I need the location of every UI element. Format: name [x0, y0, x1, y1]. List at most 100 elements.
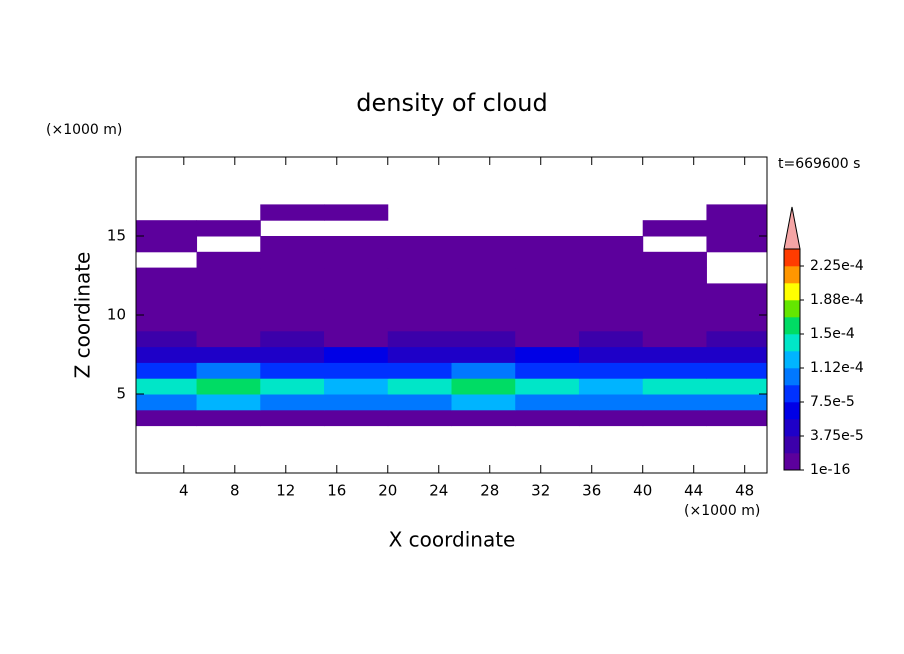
colorbar-tick-label: 1e-16	[810, 462, 850, 478]
contour-cell	[387, 251, 452, 269]
contour-cell	[324, 299, 389, 316]
contour-cell	[578, 283, 644, 300]
contour-cell	[260, 267, 325, 284]
contour-cell	[515, 236, 580, 253]
contour-cell	[642, 315, 707, 332]
contour-cell	[706, 394, 767, 411]
contour-cell	[260, 330, 325, 348]
contour-cell	[451, 236, 516, 253]
colorbar-tick-label: 3.75e-5	[810, 428, 864, 444]
contour-cell	[136, 299, 198, 316]
y-tick-label: 10	[107, 306, 126, 324]
x-tick-label: 16	[327, 482, 346, 500]
y-axis-title: Z coordinate	[71, 252, 95, 379]
colorbar-band	[784, 436, 800, 454]
contour-cell	[451, 330, 516, 348]
contour-cell	[451, 267, 516, 284]
contour-cell	[260, 394, 325, 411]
x-tick-label: 48	[735, 482, 754, 500]
contour-cell	[515, 299, 580, 316]
contour-cell	[324, 330, 389, 348]
contour-cell	[260, 362, 325, 379]
contour-cell	[387, 394, 452, 411]
x-tick-label: 36	[582, 482, 601, 500]
contour-cell	[260, 299, 325, 316]
contour-cell	[451, 299, 516, 316]
contour-cell	[642, 409, 707, 427]
contour-cell	[136, 330, 198, 348]
contour-cell	[196, 283, 261, 300]
contour-cell	[324, 346, 389, 363]
contour-cell	[260, 283, 325, 300]
contour-cell	[515, 378, 580, 395]
x-tick-label: 20	[378, 482, 397, 500]
colorbar-tick-label: 1.5e-4	[810, 326, 855, 342]
contour-cell	[196, 330, 261, 348]
colorbar-band	[784, 317, 800, 335]
contour-cell	[706, 409, 767, 427]
contour-cell	[136, 267, 198, 284]
contour-cell	[324, 236, 389, 253]
contour-cell	[578, 251, 644, 269]
contour-cell	[515, 315, 580, 332]
contour-cell	[642, 346, 707, 363]
contour-cell	[642, 299, 707, 316]
contour-cell	[642, 378, 707, 395]
contour-cell	[451, 315, 516, 332]
contour-cell	[515, 267, 580, 284]
contour-cell	[136, 236, 198, 253]
contour-cell	[324, 394, 389, 411]
contour-cell	[387, 299, 452, 316]
contour-cell	[706, 362, 767, 379]
contour-cell	[324, 362, 389, 379]
chart-title: density of cloud	[356, 89, 547, 117]
colorbar-band	[784, 368, 800, 386]
contour-cell	[451, 346, 516, 363]
colorbar-band	[784, 300, 800, 318]
contour-cell	[642, 394, 707, 411]
colorbar-band	[784, 419, 800, 437]
contour-cell	[451, 378, 516, 395]
contour-cell	[515, 409, 580, 427]
x-tick-label: 28	[480, 482, 499, 500]
contour-cell	[578, 236, 644, 253]
x-tick-label: 12	[276, 482, 295, 500]
contour-cell	[387, 267, 452, 284]
contour-cell	[196, 346, 261, 363]
colorbar-band	[784, 266, 800, 284]
y-tick-label: 15	[107, 227, 126, 245]
contour-cell	[578, 267, 644, 284]
time-annotation: t=669600 s	[778, 156, 860, 172]
contour-cell	[515, 330, 580, 348]
contour-cell	[324, 315, 389, 332]
contour-cell	[387, 378, 452, 395]
contour-cell	[578, 346, 644, 363]
colorbar-extend	[783, 206, 801, 250]
contour-cell	[515, 394, 580, 411]
contour-cell	[706, 315, 767, 332]
contour-cell	[324, 283, 389, 300]
contour-cell	[136, 409, 198, 427]
contour-cell	[706, 346, 767, 363]
contour-cell	[451, 251, 516, 269]
contour-cell	[451, 283, 516, 300]
contour-cell	[706, 330, 767, 348]
contour-cell	[260, 378, 325, 395]
x-tick-label: 40	[633, 482, 652, 500]
contour-cell	[196, 220, 261, 237]
contour-cell	[578, 299, 644, 316]
contour-cell	[136, 220, 198, 237]
colorbar-band	[784, 402, 800, 420]
colorbar-band	[784, 283, 800, 301]
contour-cell	[196, 409, 261, 427]
x-tick-label: 24	[429, 482, 448, 500]
colorbar-band	[784, 351, 800, 369]
contour-cell	[260, 251, 325, 269]
contour-cell	[515, 251, 580, 269]
contour-cell	[324, 378, 389, 395]
contour-cell	[136, 394, 198, 411]
x-tick-label: 4	[179, 482, 189, 500]
colorbar-tick-label: 1.12e-4	[810, 360, 864, 376]
